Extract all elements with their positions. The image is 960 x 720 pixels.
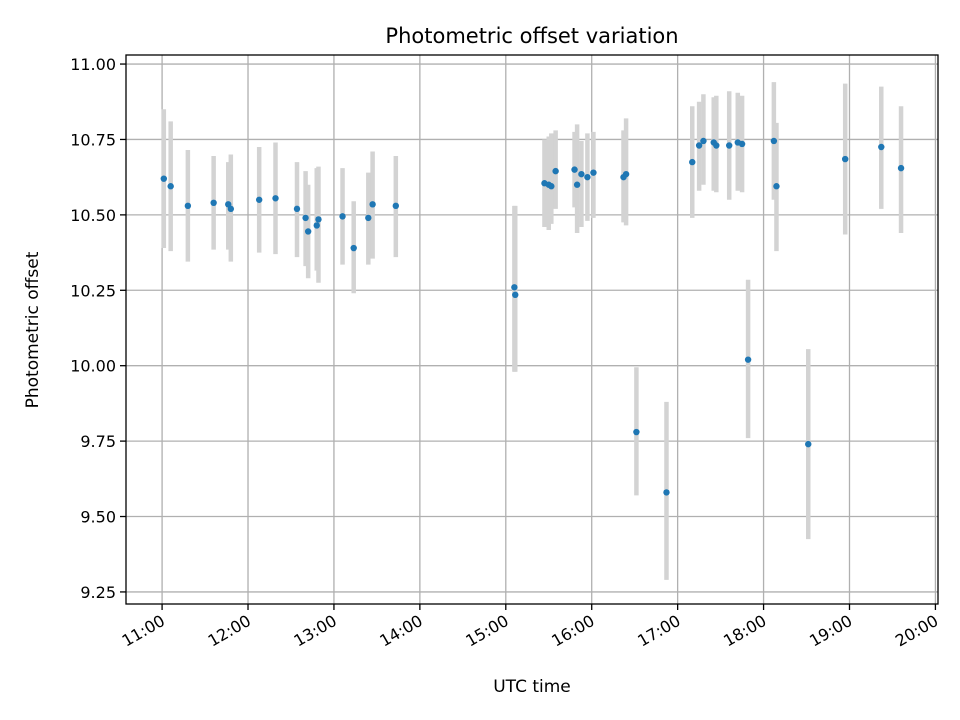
data-point	[571, 166, 578, 173]
chart-title: Photometric offset variation	[385, 24, 678, 48]
y-axis-label: Photometric offset	[23, 251, 43, 408]
data-point	[365, 214, 372, 222]
data-point	[167, 183, 174, 190]
data-point	[304, 228, 312, 235]
y-tick-label: 9.75	[80, 432, 116, 451]
data-point	[302, 214, 309, 222]
y-tick-label: 9.25	[80, 583, 116, 602]
data-point	[272, 195, 279, 202]
data-point	[773, 183, 780, 190]
data-point	[897, 164, 905, 172]
y-tick-label: 10.00	[70, 357, 116, 376]
y-tick-label: 9.50	[80, 508, 116, 527]
data-point	[726, 142, 733, 149]
data-point	[713, 142, 720, 149]
plot-area	[126, 55, 938, 604]
data-point	[160, 175, 168, 182]
data-point	[584, 173, 591, 181]
data-point	[842, 155, 849, 163]
data-point	[738, 140, 746, 148]
data-point	[210, 199, 217, 207]
y-tick-label: 11.00	[70, 55, 116, 74]
data-point	[184, 202, 192, 210]
y-axis: 9.25 9.50 9.75 10.00 10.25 10.50 10.75 11.00	[70, 55, 126, 602]
y-tick-label: 10.25	[70, 281, 116, 300]
data-point	[339, 213, 346, 220]
data-point	[689, 158, 696, 166]
data-point	[293, 205, 301, 213]
data-point	[622, 170, 630, 178]
y-tick-label: 10.50	[70, 206, 116, 225]
data-point	[392, 202, 400, 210]
axes-frame	[125, 54, 939, 605]
data-point	[350, 244, 357, 252]
data-point	[548, 183, 555, 190]
data-point	[511, 284, 518, 291]
data-point	[255, 196, 263, 203]
data-point	[770, 137, 778, 145]
data-point	[744, 356, 752, 363]
data-point	[633, 428, 640, 436]
data-point	[512, 291, 519, 299]
data-point	[695, 142, 703, 149]
data-point	[227, 205, 235, 213]
data-point	[552, 167, 559, 175]
data-point	[578, 170, 585, 178]
data-point	[590, 169, 597, 176]
data-point	[663, 489, 670, 496]
y-tick-label: 10.75	[70, 130, 116, 149]
data-point	[700, 137, 707, 145]
data-point	[805, 440, 812, 448]
data-point	[573, 181, 581, 188]
data-point	[878, 143, 885, 151]
data-point	[369, 201, 376, 208]
data-point	[313, 222, 320, 229]
data-points	[160, 137, 905, 496]
data-point	[315, 216, 322, 223]
x-axis-label: UTC time	[493, 677, 571, 697]
